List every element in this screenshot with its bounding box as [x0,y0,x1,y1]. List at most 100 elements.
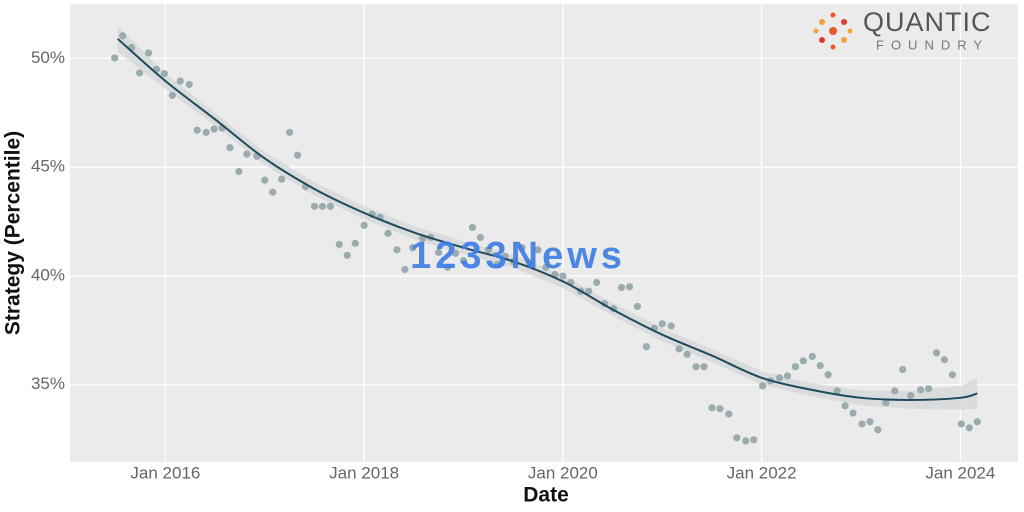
data-point [725,410,733,418]
logo-icon [813,12,853,50]
data-point [899,365,907,374]
data-point [924,385,933,393]
data-point [351,239,359,247]
data-point [849,409,857,417]
data-point [526,259,534,267]
data-point [940,356,949,364]
data-point [451,249,460,257]
data-point [759,382,767,390]
data-point [841,402,849,410]
data-point [261,176,269,184]
data-point [874,426,882,434]
data-point [459,257,468,265]
data-point [799,357,807,365]
x-axis-title: Date [523,484,569,507]
data-point [858,420,866,428]
data-point [824,371,832,379]
data-point [700,363,708,371]
data-point [625,283,634,291]
data-point [791,363,800,371]
data-point [742,437,750,445]
data-point [286,128,294,136]
data-point [401,265,409,274]
data-point [119,32,127,40]
marks [111,25,981,445]
data-point [111,54,119,62]
data-point [518,244,526,252]
data-point [326,202,334,210]
data-point [202,128,210,136]
data-point [185,80,193,89]
plot-panel [70,4,1018,462]
data-point [891,387,899,395]
data-point [409,244,417,252]
data-point [310,202,319,210]
data-point [226,144,234,152]
x-tick-label: Jan 2024 [925,463,995,482]
data-point [278,175,286,183]
data-point [559,272,567,280]
data-point [144,49,153,57]
data-point [750,436,758,444]
data-point [642,343,650,351]
y-tick-label: 50% [31,48,65,67]
data-point [534,246,542,254]
data-point [683,350,691,358]
data-point [493,260,501,269]
logo-subtitle: FOUNDRY [876,37,989,52]
data-point [168,91,176,99]
data-point [882,399,890,407]
data-point [957,420,965,428]
data-point [973,418,981,426]
y-tick-label: 35% [31,374,65,393]
data-point [542,263,550,271]
x-tick-label: Jan 2020 [528,463,598,482]
data-point [917,386,925,394]
data-point [617,283,626,292]
data-point [235,167,243,176]
y-tick-label: 45% [31,157,65,176]
data-point [932,349,941,357]
data-point [160,70,169,78]
data-point [633,302,642,311]
data-point [783,372,792,380]
x-tick-label: Jan 2018 [329,463,399,482]
data-point [667,322,675,330]
data-point [692,363,700,371]
x-tick-label: Jan 2022 [727,463,797,482]
x-tick-label: Jan 2016 [130,463,200,482]
data-point [243,150,251,158]
data-point [708,404,716,412]
data-point [675,345,683,353]
data-point [318,202,327,210]
data-point [384,229,392,237]
data-point [393,246,401,254]
data-point [775,374,784,382]
data-point [435,248,443,257]
data-point [444,263,452,271]
data-point [176,77,184,85]
data-point [484,246,492,254]
data-point [476,233,485,242]
data-point [335,240,343,249]
data-point [866,418,874,426]
data-point [658,320,666,328]
data-point [210,125,218,133]
data-point [269,188,277,196]
watermark: 1233News [410,235,626,277]
data-point [135,69,144,77]
data-point [733,434,741,442]
data-point [965,424,973,432]
data-point [593,278,601,287]
data-point [343,251,351,259]
data-point [468,223,477,232]
logo: QUANTIC FOUNDRY [813,7,991,52]
trend-line [117,38,978,401]
data-point [833,387,841,395]
y-axis-title: Strategy (Percentile) [2,131,25,335]
data-point [907,392,915,400]
data-point [293,151,302,159]
data-point [808,352,816,361]
